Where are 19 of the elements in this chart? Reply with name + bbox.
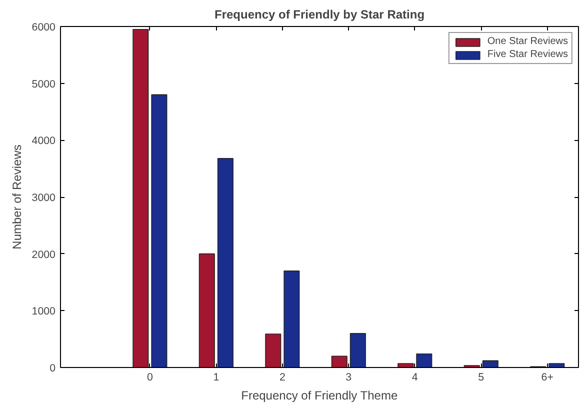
legend-label: One Star Reviews (487, 36, 568, 47)
y-tick-label: 5000 (32, 78, 56, 90)
y-axis-title: Number of Reviews (10, 144, 24, 250)
y-tick-label: 0 (50, 362, 56, 374)
x-tick-label: 6+ (541, 372, 554, 384)
x-axis-title: Frequency of Friendly Theme (241, 388, 398, 402)
y-tick-label: 3000 (32, 192, 56, 204)
y-tick-label: 6000 (32, 22, 56, 34)
x-tick-label: 5 (478, 372, 484, 384)
chart-title: Frequency of Friendly by Star Rating (214, 8, 425, 22)
x-tick-label: 3 (346, 372, 352, 384)
x-tick-label: 0 (146, 372, 153, 384)
y-tick-label: 1000 (32, 306, 56, 318)
x-tick-label: 2 (279, 372, 286, 384)
y-tick-label: 2000 (32, 248, 56, 261)
x-tick-label: 4 (412, 372, 418, 384)
legend-label: Five Star Reviews (487, 49, 568, 60)
y-tick-label: 4000 (32, 135, 56, 148)
x-tick-label: 1 (213, 372, 220, 384)
